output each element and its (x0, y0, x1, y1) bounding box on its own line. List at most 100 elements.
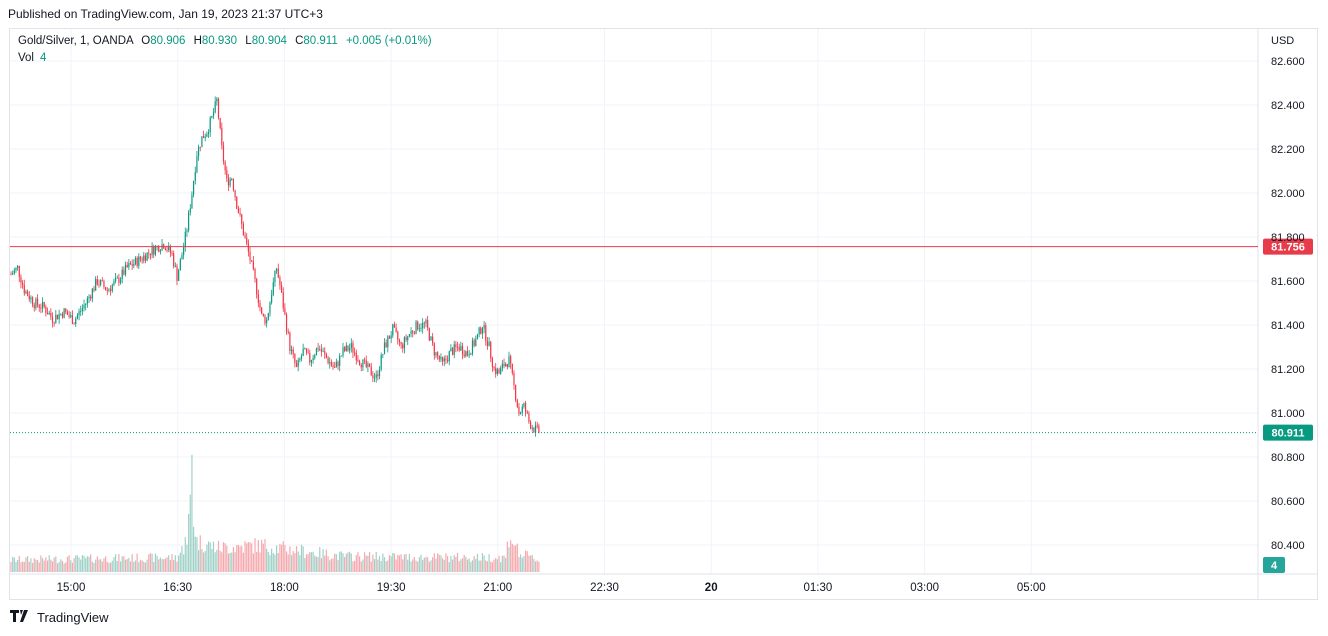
candle-body (335, 361, 337, 368)
volume-bar (239, 546, 241, 572)
volume-bar (425, 556, 427, 572)
y-tick-label: 81.800 (1271, 232, 1305, 244)
candle-body (322, 351, 324, 353)
candle-body (178, 270, 180, 281)
volume-bar (244, 541, 246, 572)
volume-bar (106, 562, 108, 572)
candle-body (183, 246, 185, 256)
candle-body (138, 256, 140, 267)
candle-body (56, 314, 59, 320)
volume-bar (209, 542, 211, 572)
candle-body (531, 427, 533, 429)
candle-body (382, 354, 384, 356)
candle-body (231, 179, 233, 180)
candle-body (287, 331, 289, 333)
volume-bar (212, 541, 215, 572)
volume-bar (101, 561, 103, 572)
candle-body (498, 369, 500, 374)
candle-body (342, 347, 344, 356)
volume-bar (272, 553, 274, 572)
candle-body (28, 295, 30, 300)
candle-body (264, 315, 266, 324)
volume-bar (241, 545, 243, 572)
candle-body (520, 412, 522, 414)
candle-body (257, 294, 259, 303)
candle-body (320, 349, 323, 352)
candle-body (164, 248, 166, 251)
candle-body (189, 208, 191, 213)
y-tick-label: 80.600 (1271, 496, 1305, 508)
candle-body (236, 196, 238, 209)
y-tick-label: 81.600 (1271, 276, 1305, 288)
candle-body (168, 245, 170, 251)
candle-body (446, 359, 449, 362)
volume-bar (520, 554, 522, 572)
x-tick-label: 16:30 (163, 582, 192, 594)
volume-bar (227, 553, 230, 572)
candle-body (43, 301, 45, 307)
volume-bar (179, 552, 181, 572)
volume-bar (191, 454, 193, 572)
candle-body (526, 412, 528, 414)
volume-bar (83, 555, 85, 572)
candle-body (397, 331, 399, 340)
candle-body (292, 349, 294, 355)
volume-bar (103, 558, 105, 572)
chart-frame[interactable] (9, 28, 1318, 600)
price-candles (10, 96, 540, 437)
candle-body (373, 377, 376, 379)
footer-brand[interactable]: TradingView (10, 610, 109, 625)
volume-bar (139, 559, 142, 572)
volume-bar (10, 561, 12, 572)
volume-bar (355, 554, 357, 572)
volume-bar (204, 551, 206, 572)
candle-body (214, 101, 216, 113)
candle-body (184, 231, 186, 247)
candle-body (534, 425, 537, 433)
candle-body (525, 403, 527, 413)
candle-body (85, 303, 87, 306)
candle-body (277, 268, 279, 278)
volume-bar (491, 562, 493, 572)
candle-body (113, 281, 115, 285)
candle-body (86, 298, 88, 304)
candle-body (276, 268, 278, 271)
candle-body (114, 278, 117, 282)
candle-body (194, 172, 196, 182)
volume-bar (60, 559, 62, 572)
volume-bar (345, 553, 347, 572)
volume-bar (403, 554, 406, 572)
volume-bar (231, 552, 233, 572)
volume-bar (516, 543, 518, 572)
volume-bar (151, 553, 153, 572)
candle-body (465, 351, 467, 357)
candle-body (337, 361, 339, 366)
candle-body (95, 279, 97, 291)
volume-bar (197, 550, 200, 572)
volume-bar (128, 557, 130, 572)
candle-body (289, 332, 291, 351)
volume-bar (224, 543, 226, 572)
volume-bar (534, 561, 537, 572)
candle-body (375, 374, 377, 378)
candle-body (516, 400, 518, 407)
volume-bar (319, 547, 321, 572)
candle-body (227, 178, 230, 186)
candle-body (25, 291, 27, 294)
candle-body (111, 284, 113, 291)
volume-bar (100, 559, 102, 572)
volume-bar (380, 560, 382, 572)
candle-body (70, 315, 72, 317)
x-tick-label: 15:00 (57, 582, 86, 594)
candle-body (60, 313, 62, 315)
volume-bar (388, 555, 391, 572)
candle-body (121, 269, 123, 280)
candle-body (58, 314, 60, 320)
volume-bar (290, 555, 293, 572)
volume-bar (511, 543, 513, 572)
volume-bar (236, 545, 238, 572)
candle-body (432, 336, 434, 344)
volume-bar (232, 547, 235, 572)
volume-bar (437, 553, 439, 572)
